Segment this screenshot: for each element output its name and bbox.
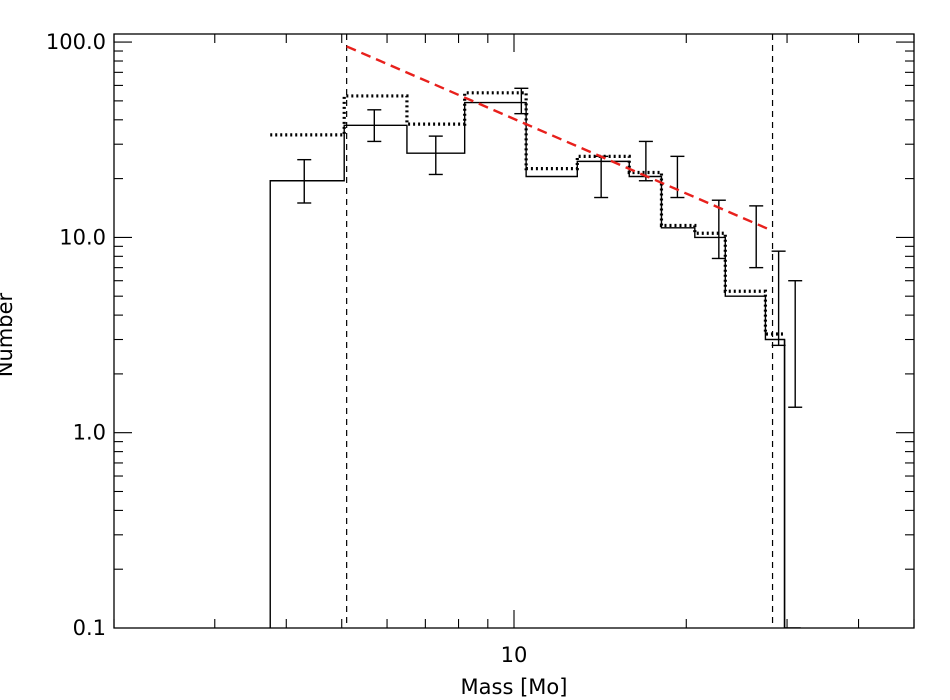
fit-line (346, 45, 774, 232)
plot-frame (113, 33, 915, 629)
y-tick-label: 1.0 (73, 421, 106, 445)
y-tick-label: 0.1 (73, 616, 106, 640)
x-axis-label: Mass [Mo] (461, 675, 568, 699)
histogram-solid (269, 101, 801, 628)
y-tick-label: 10.0 (59, 225, 106, 249)
y-tick-label: 100.0 (46, 30, 106, 54)
x-tick-label: 10 (501, 643, 528, 667)
histogram-dotted (270, 91, 785, 336)
y-axis-label: Number (0, 292, 17, 377)
